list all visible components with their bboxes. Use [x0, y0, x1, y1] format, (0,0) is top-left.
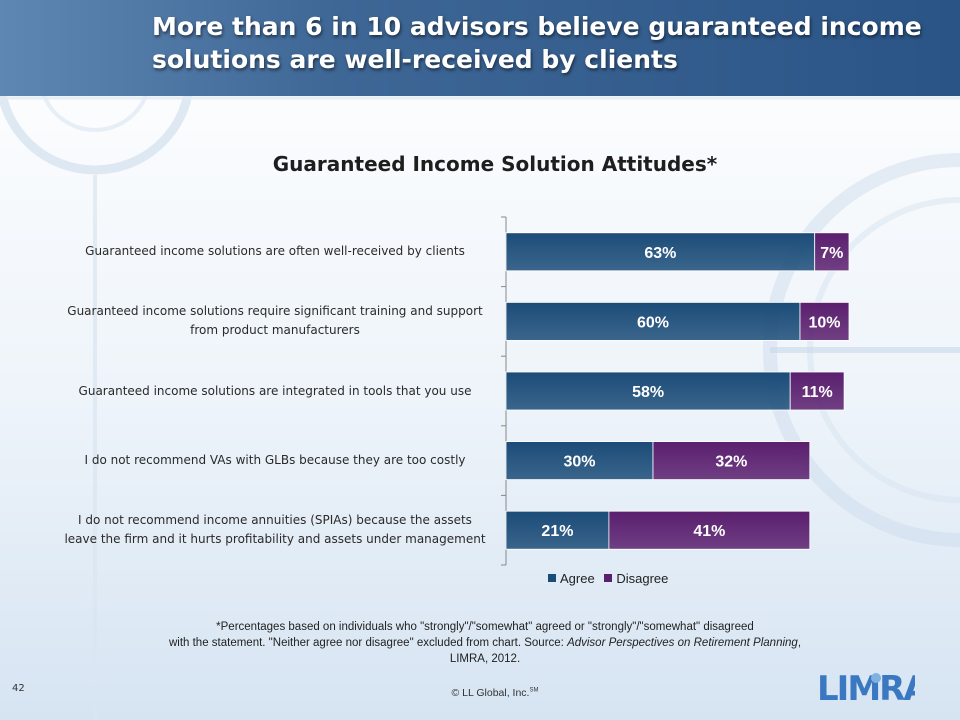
- bar-disagree-3: [652, 441, 811, 481]
- bar-disagree-1: [799, 301, 850, 341]
- legend-swatch-disagree: [604, 574, 613, 582]
- copyright-text: © LL Global, Inc.: [451, 687, 530, 699]
- legend-item-agree: Agree: [548, 571, 595, 586]
- data-label-disagree-0: 7%: [820, 245, 843, 262]
- category-label-0: Guaranteed income solutions are often we…: [85, 244, 465, 259]
- legend-label-disagree: Disagree: [616, 570, 669, 586]
- category-label-2: Guaranteed income solutions are integrat…: [78, 383, 472, 398]
- data-label-agree-4: 21%: [541, 523, 573, 540]
- footnote-source-title: Advisor Perspectives on Retirement Plann…: [567, 637, 798, 649]
- footnote-line-1: *Percentages based on individuals who "s…: [216, 621, 754, 633]
- bar-disagree-4: [608, 510, 811, 550]
- bar-disagree-2: [789, 371, 845, 411]
- legend-swatch-agree: [548, 574, 556, 582]
- slide-title: More than 6 in 10 advisors believe guara…: [152, 12, 922, 74]
- footnote-source-tail: , LIMRA, 2012.: [449, 637, 802, 665]
- chart-title: Guaranteed Income Solution Attitudes*: [272, 152, 718, 176]
- data-label-agree-1: 60%: [637, 314, 669, 331]
- bar-agree-0: [505, 232, 816, 272]
- data-label-disagree-2: 11%: [802, 384, 833, 401]
- bar-agree-1: [505, 301, 801, 341]
- footnote-line-2: with the statement. "Neither agree nor d…: [168, 637, 568, 649]
- bar-agree-3: [505, 441, 654, 481]
- data-label-agree-0: 63%: [644, 245, 676, 262]
- service-mark: SM: [529, 687, 539, 694]
- data-label-agree-2: 58%: [632, 384, 664, 401]
- bar-disagree-0: [814, 232, 850, 272]
- bar-agree-2: [505, 371, 791, 411]
- legend-item-disagree: Disagree: [604, 571, 668, 586]
- copyright: © LL Global, Inc.SM: [0, 687, 960, 699]
- logo-globe-icon: [871, 673, 881, 683]
- data-label-disagree-1: 10%: [808, 314, 840, 331]
- data-label-agree-3: 30%: [563, 454, 595, 471]
- category-label-1: Guaranteed income solutions require sign…: [67, 304, 483, 338]
- bar-agree-4: [505, 510, 610, 550]
- category-label-4: I do not recommend income annuities (SPI…: [64, 513, 486, 547]
- page-number: 42: [12, 683, 25, 694]
- footnote: *Percentages based on individuals who "s…: [160, 619, 810, 667]
- category-label-3: I do not recommend VAs with GLBs because…: [84, 453, 466, 468]
- chart-legend: Agree Disagree: [548, 570, 674, 586]
- data-label-disagree-4: 41%: [693, 523, 725, 540]
- header-banner: More than 6 in 10 advisors believe guara…: [0, 0, 960, 96]
- data-label-disagree-3: 32%: [715, 454, 747, 471]
- limra-logo: LIMRA: [817, 669, 915, 706]
- limra-logo-text: LIMRA: [817, 669, 915, 706]
- legend-label-agree: Agree: [560, 570, 595, 586]
